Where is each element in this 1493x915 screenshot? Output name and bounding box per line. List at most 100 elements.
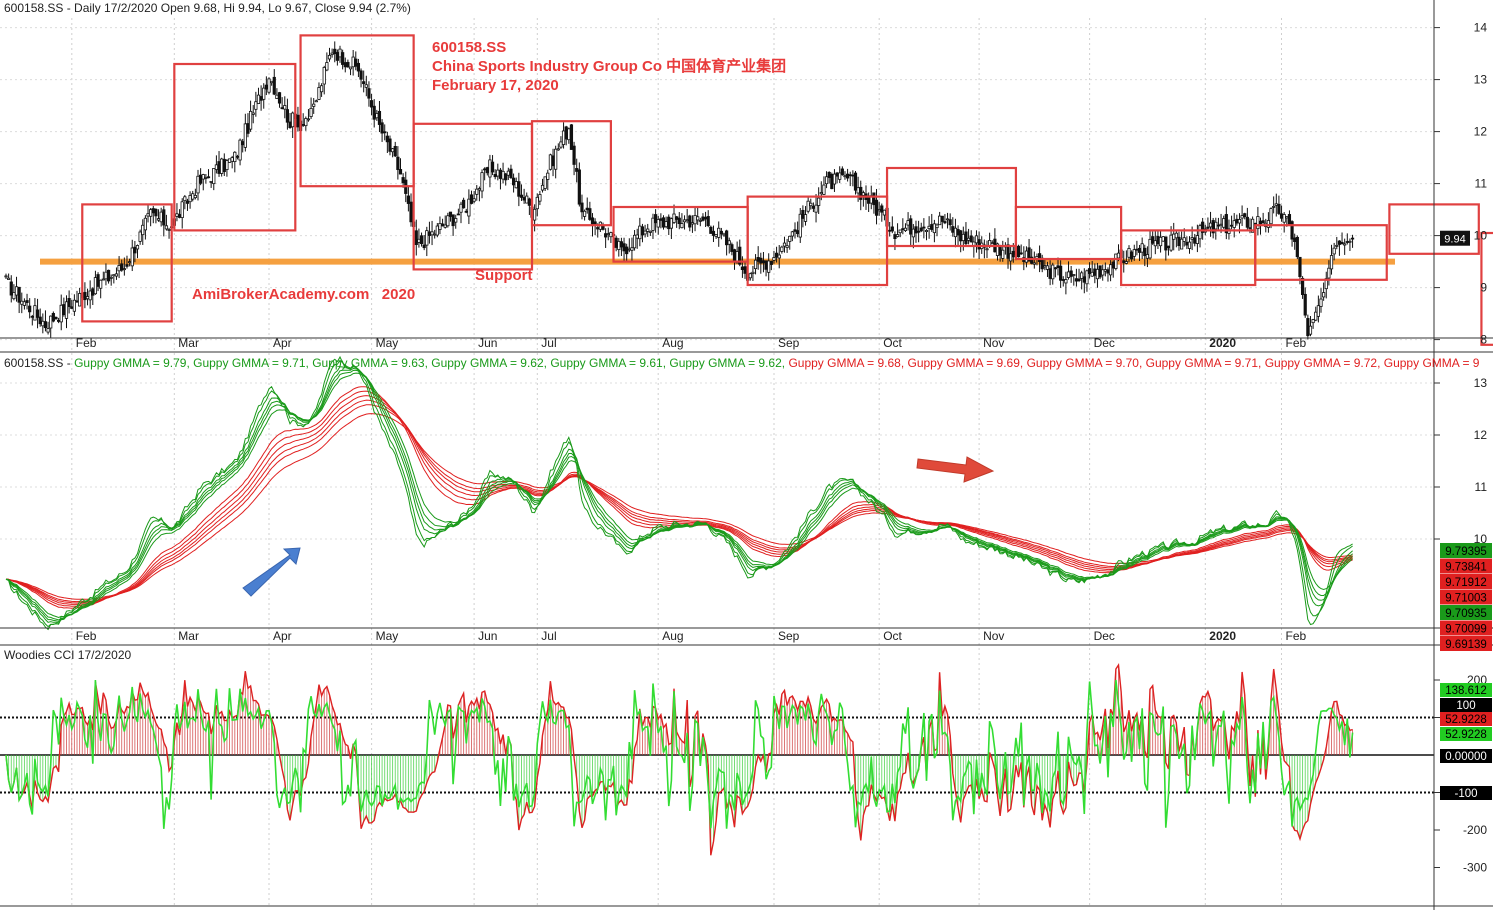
cci-value-label: 52.9228 — [1445, 729, 1487, 741]
candle-body — [509, 168, 513, 178]
candle-body — [217, 161, 221, 174]
candle-body — [756, 256, 760, 262]
candle-body — [556, 148, 560, 151]
candle-body — [280, 107, 284, 110]
candle-body — [898, 229, 902, 234]
gmma-legend-prefix: 600158.SS - — [4, 356, 74, 370]
candle-body — [685, 219, 689, 222]
candle-body — [1190, 237, 1194, 240]
candle-body — [1137, 247, 1142, 253]
candle-body — [1024, 250, 1029, 263]
candle-body — [438, 223, 442, 230]
candle-body — [312, 103, 316, 107]
candle-body — [1177, 236, 1181, 247]
candle-body — [20, 300, 24, 305]
candle-body — [635, 234, 639, 239]
candle-body — [372, 105, 376, 120]
candle-body — [832, 173, 837, 185]
candle-body — [490, 161, 495, 173]
month-label: Aug — [662, 629, 683, 643]
candle-body — [1206, 226, 1210, 229]
candle-body — [525, 195, 529, 204]
candle-body — [7, 277, 11, 280]
candle-body — [1279, 213, 1284, 219]
cci-value-label: 138.612 — [1445, 685, 1487, 697]
candle-body — [306, 118, 311, 121]
candle-body — [759, 257, 763, 264]
price-tick-label: 11 — [1475, 177, 1488, 191]
candle-body — [840, 168, 844, 176]
candle-body — [1095, 268, 1100, 280]
candle-body — [730, 244, 734, 252]
candle-body — [1222, 218, 1226, 228]
candle-body — [1130, 251, 1134, 260]
candle-body — [1251, 218, 1255, 233]
candle-body — [393, 145, 397, 157]
candle-body — [561, 130, 566, 145]
candle-body — [943, 221, 947, 224]
candle-body — [177, 214, 182, 218]
candle-body — [880, 205, 884, 213]
candle-body — [1106, 269, 1110, 274]
candle-body — [619, 241, 624, 248]
candle-body — [638, 225, 642, 240]
candle-body — [938, 215, 942, 226]
price-tick-label: 8 — [1480, 333, 1487, 347]
candle-body — [104, 271, 108, 280]
candle-body — [696, 216, 700, 221]
candle-body — [70, 306, 74, 309]
candle-body — [803, 214, 808, 222]
candle-body — [1193, 237, 1197, 244]
candle-body — [346, 61, 350, 68]
cci-value-badge — [1440, 749, 1492, 763]
candle-body — [1329, 255, 1334, 270]
candle-body — [680, 223, 684, 229]
candle-body — [51, 313, 55, 322]
candle-body — [956, 229, 960, 236]
gmma-legend-item: Guppy GMMA = 9.79, — [74, 356, 193, 370]
candle-body — [751, 271, 755, 274]
candle-body — [1174, 232, 1178, 239]
candle-body — [343, 62, 347, 68]
candle-body — [1237, 219, 1242, 224]
gmma-short-ema — [5, 355, 1353, 631]
candle-body — [75, 300, 79, 303]
candle-body — [285, 109, 290, 123]
candle-body — [540, 184, 545, 191]
gmma-legend-item: Guppy GMMA = 9.70, — [1027, 356, 1146, 370]
candle-body — [419, 235, 424, 245]
candle-body — [614, 237, 618, 248]
candle-body — [717, 227, 721, 238]
gmma-legend-item: Guppy GMMA = 9.69, — [908, 356, 1027, 370]
candle-body — [1087, 268, 1092, 274]
candle-body — [930, 224, 934, 230]
month-label: Feb — [76, 629, 97, 643]
candle-body — [1243, 213, 1247, 217]
candle-body — [128, 261, 132, 264]
candle-body — [135, 245, 140, 250]
candle-body — [120, 263, 124, 271]
candle-body — [338, 48, 342, 58]
candle-body — [945, 218, 950, 221]
candle-body — [664, 221, 668, 228]
candle-body — [811, 205, 816, 209]
gmma-value-badge — [1440, 574, 1492, 589]
month-label: Feb — [76, 336, 97, 350]
price-tick-label: 14 — [1474, 21, 1488, 35]
candle-body — [1066, 271, 1071, 278]
red-arrow-icon — [916, 456, 995, 483]
candle-body — [443, 224, 447, 228]
month-label: Mar — [178, 336, 199, 350]
candle-body — [853, 172, 858, 191]
candle-body — [296, 114, 300, 128]
cci-value-badge — [1440, 727, 1492, 741]
candle-body — [1148, 238, 1152, 259]
gmma-long-ema — [5, 413, 1353, 600]
consolidation-box — [1254, 224, 1388, 281]
month-label: Apr — [273, 629, 292, 643]
candle-body — [814, 204, 818, 213]
gmma-value-badge — [1440, 605, 1492, 620]
candle-body — [1016, 245, 1021, 258]
gmma-short-ema — [5, 372, 1353, 619]
